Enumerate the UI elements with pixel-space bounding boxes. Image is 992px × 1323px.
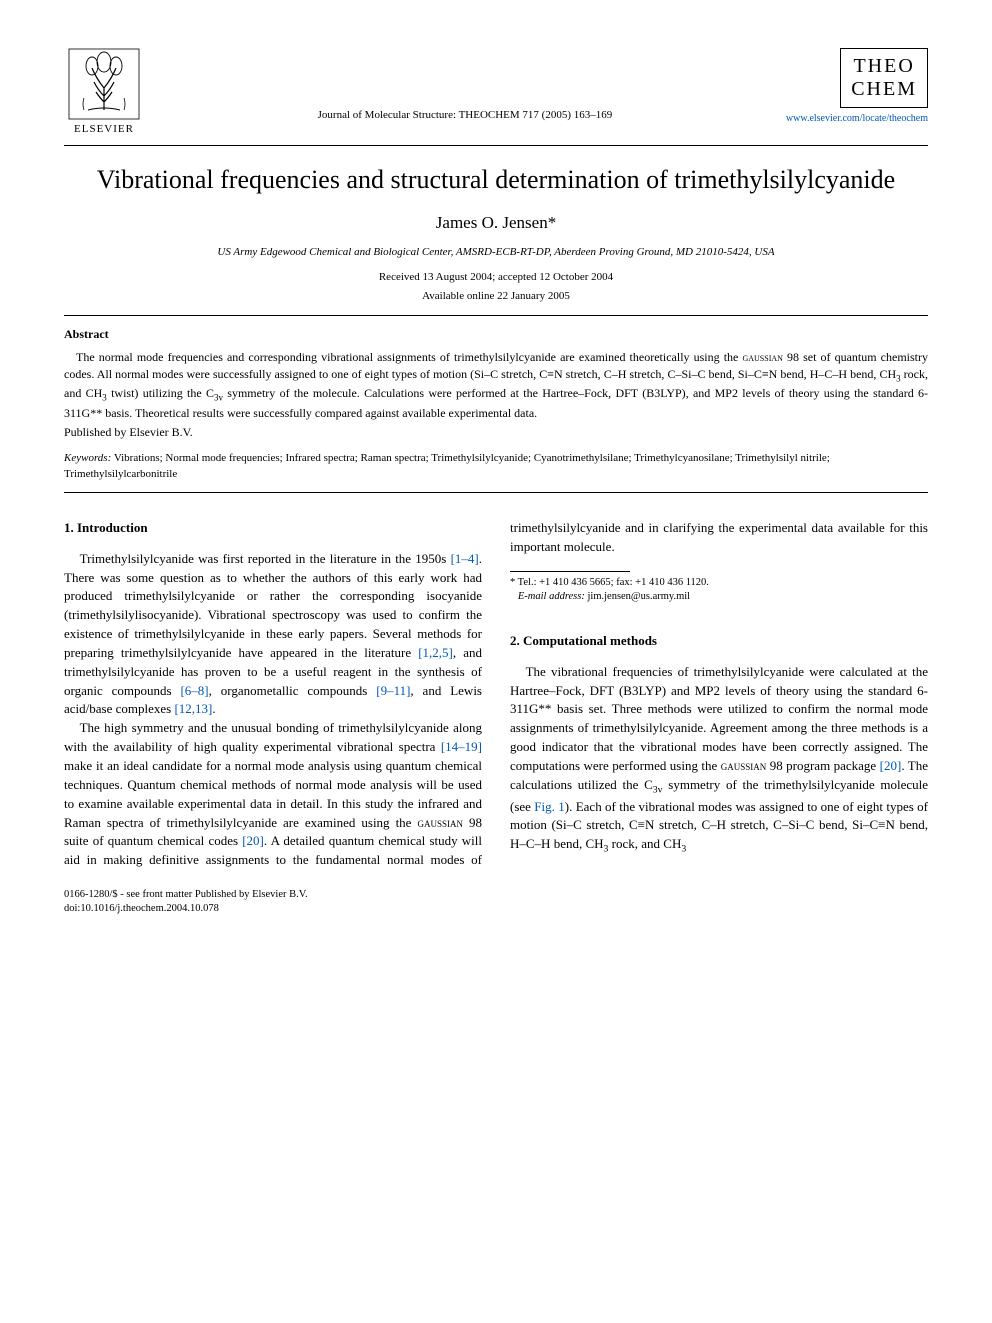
- cite-12-13[interactable]: [12,13]: [174, 701, 212, 716]
- publisher-name: ELSEVIER: [74, 122, 134, 137]
- intro-p2-a: The high symmetry and the unusual bondin…: [64, 720, 482, 754]
- page-footer: 0166-1280/$ - see front matter Published…: [64, 888, 928, 916]
- intro-p1-d: , organometallic compounds: [209, 683, 377, 698]
- cite-20b[interactable]: [20]: [880, 758, 902, 773]
- comp-p1-gaussian: gaussian: [721, 758, 767, 773]
- keywords: Keywords: Vibrations; Normal mode freque…: [64, 451, 928, 482]
- abstract-sub3v: 3v: [214, 393, 223, 403]
- cite-9-11[interactable]: [9–11]: [376, 683, 410, 698]
- footnote-email: E-mail address: jim.jensen@us.army.mil: [510, 590, 928, 604]
- intro-paragraph-1: Trimethylsilylcyanide was first reported…: [64, 550, 482, 720]
- footnote-tel: * Tel.: +1 410 436 5665; fax: +1 410 436…: [510, 576, 928, 590]
- cite-14-19[interactable]: [14–19]: [441, 739, 482, 754]
- journal-url[interactable]: www.elsevier.com/locate/theochem: [786, 112, 928, 126]
- footnote-block: * Tel.: +1 410 436 5665; fax: +1 410 436…: [510, 571, 928, 604]
- cite-6-8[interactable]: [6–8]: [180, 683, 208, 698]
- intro-p2-gaussian: gaussian: [417, 815, 463, 830]
- keywords-text: Vibrations; Normal mode frequencies; Inf…: [64, 452, 830, 479]
- fig-1-ref[interactable]: Fig. 1: [534, 799, 564, 814]
- publisher-logo: ELSEVIER: [64, 48, 144, 137]
- footer-doi: doi:10.1016/j.theochem.2004.10.078: [64, 902, 928, 916]
- elsevier-tree-icon: [68, 48, 140, 120]
- journal-badge: THEO CHEM www.elsevier.com/locate/theoch…: [786, 48, 928, 126]
- comp-p1-sub3b: 3: [681, 844, 686, 855]
- abstract-text: The normal mode frequencies and correspo…: [64, 349, 928, 423]
- affiliation: US Army Edgewood Chemical and Biological…: [64, 245, 928, 260]
- comp-p1-sub3v: 3v: [653, 784, 663, 795]
- journal-reference: Journal of Molecular Structure: THEOCHEM…: [144, 48, 786, 123]
- author: James O. Jensen*: [64, 211, 928, 235]
- abstract-seg-1: The normal mode frequencies and correspo…: [76, 350, 742, 364]
- abstract-seg-4: twist) utilizing the C: [107, 386, 214, 400]
- abstract-label: Abstract: [64, 326, 928, 343]
- keywords-label: Keywords:: [64, 452, 111, 464]
- footnote-email-value[interactable]: jim.jensen@us.army.mil: [585, 591, 690, 602]
- intro-heading: 1. Introduction: [64, 519, 482, 538]
- journal-box: THEO CHEM: [840, 48, 928, 108]
- cite-1-2-5[interactable]: [1,2,5]: [418, 645, 453, 660]
- comp-paragraph-1: The vibrational frequencies of trimethyl…: [510, 663, 928, 857]
- page-header: ELSEVIER Journal of Molecular Structure:…: [64, 48, 928, 137]
- publisher-note: Published by Elsevier B.V.: [64, 424, 928, 441]
- footnote-rule: [510, 571, 630, 572]
- journal-box-line1: THEO: [851, 55, 917, 78]
- comp-p1-b: 98 program package: [766, 758, 879, 773]
- journal-box-line2: CHEM: [851, 78, 917, 101]
- dates-received: Received 13 August 2004; accepted 12 Oct…: [64, 270, 928, 285]
- header-rule: [64, 145, 928, 146]
- cite-20a[interactable]: [20]: [242, 833, 264, 848]
- comp-p1-f: rock, and CH: [608, 836, 681, 851]
- comp-p1-a: The vibrational frequencies of trimethyl…: [510, 664, 928, 773]
- abstract-bottom-rule: [64, 492, 928, 493]
- comp-heading: 2. Computational methods: [510, 632, 928, 651]
- intro-p1-f: .: [212, 701, 215, 716]
- footer-copyright: 0166-1280/$ - see front matter Published…: [64, 888, 928, 902]
- comp-p1-e: ). Each of the vibrational modes was ass…: [510, 799, 928, 852]
- dates-online: Available online 22 January 2005: [64, 289, 928, 304]
- abstract-gaussian: gaussian: [742, 350, 782, 364]
- intro-p1-b: . There was some question as to whether …: [64, 551, 482, 660]
- cite-1-4[interactable]: [1–4]: [451, 551, 479, 566]
- footnote-email-label: E-mail address:: [518, 591, 585, 602]
- body-columns: 1. Introduction Trimethylsilylcyanide wa…: [64, 519, 928, 870]
- article-title: Vibrational frequencies and structural d…: [64, 164, 928, 197]
- abstract-top-rule: [64, 315, 928, 316]
- intro-p1-a: Trimethylsilylcyanide was first reported…: [80, 551, 451, 566]
